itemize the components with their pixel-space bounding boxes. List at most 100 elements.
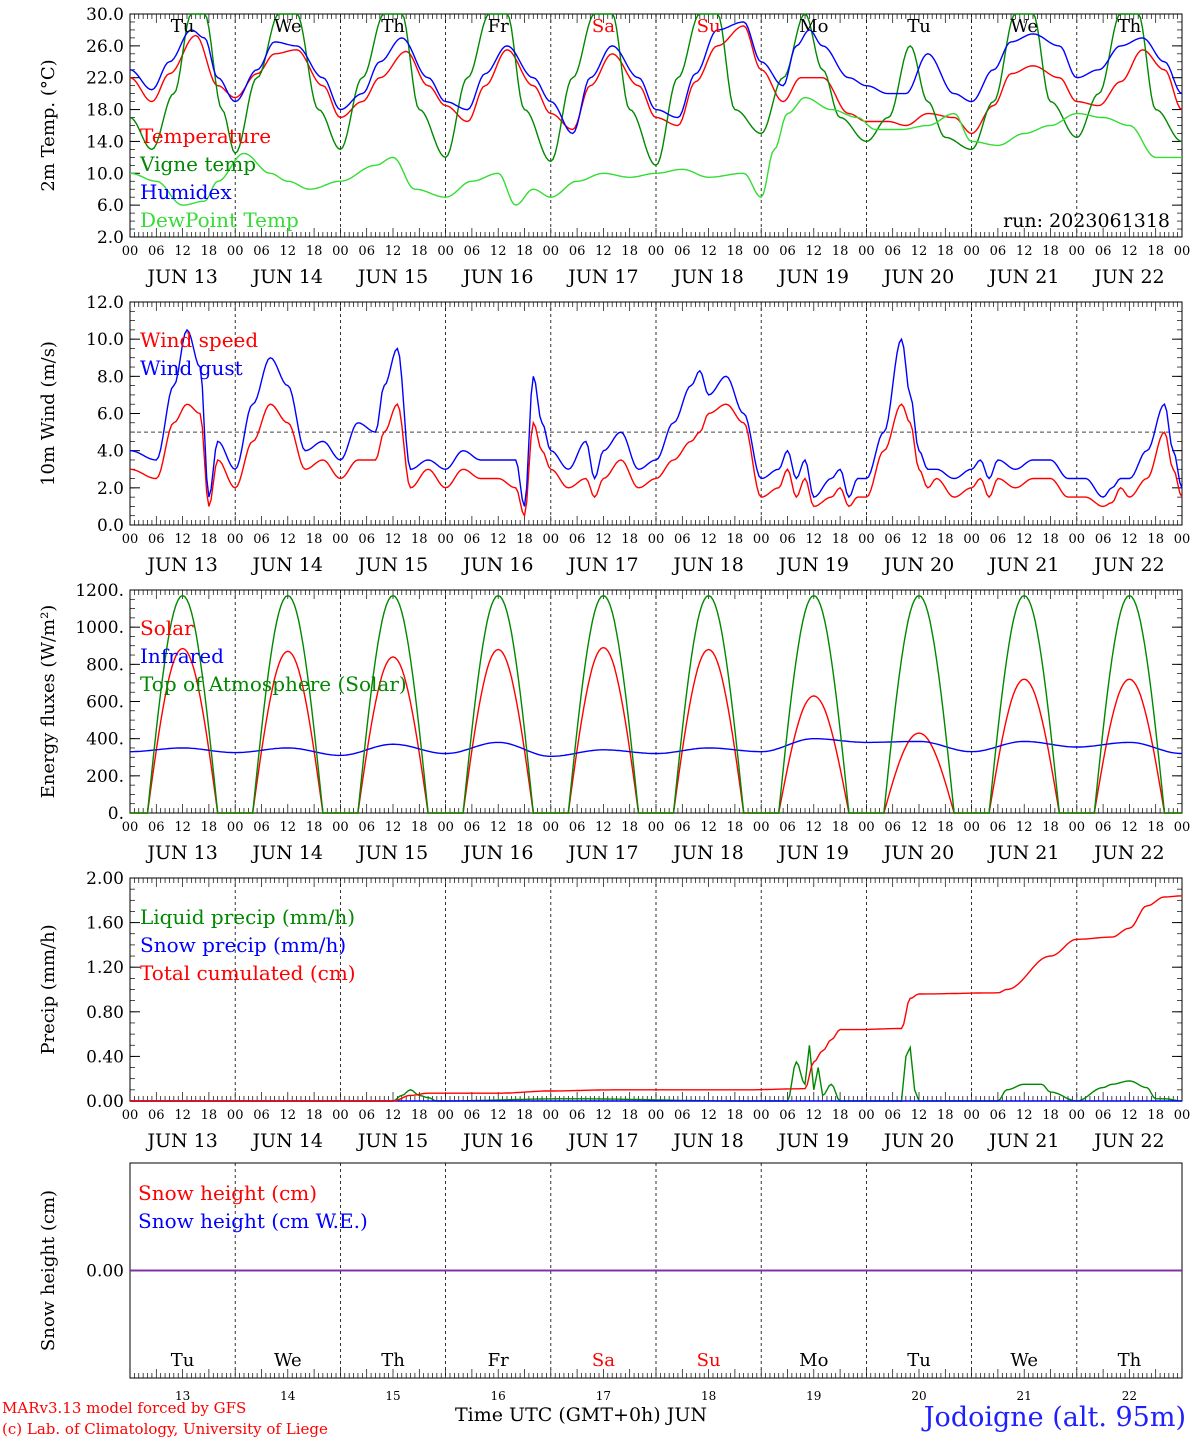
hour-tick-label: 00 — [437, 1108, 454, 1123]
hour-tick-label: 18 — [1042, 532, 1059, 547]
hour-tick-label: 12 — [595, 532, 612, 547]
weekday-label: Tu — [171, 16, 195, 37]
legend-entry: Snow height (cm) — [138, 1181, 317, 1205]
y-tick-label: 0.00 — [86, 1092, 124, 1112]
weekday-label: Sa — [592, 16, 615, 37]
hour-tick-label: 18 — [306, 820, 323, 835]
date-label: JUN 21 — [987, 842, 1059, 864]
hour-tick-label: 06 — [569, 820, 586, 835]
hour-tick-label: 06 — [464, 244, 481, 259]
hour-tick-label: 18 — [411, 532, 428, 547]
hour-tick-label: 06 — [569, 532, 586, 547]
day-number-label: 17 — [596, 1389, 611, 1403]
hour-tick-label: 06 — [884, 532, 901, 547]
hour-tick-label: 00 — [858, 820, 875, 835]
date-label: JUN 13 — [145, 266, 217, 288]
hour-tick-label: 00 — [963, 820, 980, 835]
y-tick-label: 26.0 — [86, 37, 124, 57]
weekday-label: We — [274, 16, 302, 37]
hour-tick-label: 18 — [411, 1108, 428, 1123]
y-tick-label: 2.0 — [97, 228, 124, 248]
legend-entry: Snow precip (mm/h) — [140, 933, 346, 957]
date-label: JUN 16 — [461, 1130, 533, 1152]
panel-precip: 0.00 0.40 0.80 1.20 1.60 2.00 Precip (mm/h) Liq… — [38, 869, 1190, 1152]
series-line-wind-gust — [129, 328, 1183, 507]
y-tick-label: 400. — [86, 730, 124, 750]
hour-tick-label: 18 — [306, 532, 323, 547]
date-label: JUN 18 — [671, 842, 743, 864]
y-tick-label: 10.0 — [86, 164, 124, 184]
day-number-label: 20 — [911, 1389, 926, 1403]
hour-tick-label: 12 — [1016, 1108, 1033, 1123]
hour-tick-label: 18 — [832, 244, 849, 259]
series-line-temperature — [129, 25, 1183, 135]
legend-entry: Vigne temp — [139, 152, 256, 176]
weekday-label: Fr — [488, 16, 509, 37]
hour-tick-label: 06 — [148, 820, 165, 835]
y-tick-label: 10.0 — [86, 330, 124, 350]
y-tick-label: 6.0 — [97, 405, 124, 425]
series-line-vigne-temp — [129, 13, 1183, 167]
hour-tick-label: 18 — [727, 532, 744, 547]
series-line-wind-speed — [129, 403, 1183, 518]
date-label: JUN 16 — [461, 266, 533, 288]
legend-entry: Infrared — [140, 644, 224, 668]
day-number-label: 14 — [280, 1389, 296, 1403]
date-label: JUN 19 — [777, 554, 849, 576]
date-label: JUN 19 — [777, 266, 849, 288]
hour-tick-label: 18 — [621, 1108, 638, 1123]
hour-tick-label: 06 — [884, 244, 901, 259]
y-tick-label: 22.0 — [86, 69, 124, 89]
date-label: JUN 18 — [671, 266, 743, 288]
hour-tick-label: 12 — [1016, 820, 1033, 835]
date-label: JUN 14 — [251, 842, 323, 864]
y-tick-label: 8.0 — [97, 367, 124, 387]
hour-tick-label: 12 — [700, 532, 717, 547]
hour-tick-label: 06 — [990, 1108, 1007, 1123]
hour-tick-label: 00 — [332, 1108, 349, 1123]
date-label: JUN 16 — [461, 554, 533, 576]
y-tick-label: 12.0 — [86, 293, 124, 313]
date-label: JUN 20 — [882, 842, 954, 864]
y-axis-label: Precip (mm/h) — [38, 924, 59, 1054]
hour-tick-label: 06 — [464, 820, 481, 835]
hour-tick-label: 18 — [516, 532, 533, 547]
hour-tick-label: 00 — [543, 1108, 560, 1123]
hour-tick-label: 00 — [963, 532, 980, 547]
y-tick-label: 30.0 — [86, 5, 124, 25]
legend-entry: Wind speed — [140, 328, 258, 352]
y-axis-label: 10m Wind (m/s) — [38, 341, 59, 486]
hour-tick-label: 06 — [779, 1108, 796, 1123]
hour-tick-label: 12 — [911, 1108, 928, 1123]
hour-tick-label: 12 — [174, 1108, 191, 1123]
weekday-label: Su — [697, 1350, 721, 1371]
date-label: JUN 13 — [145, 842, 217, 864]
panel-frame — [129, 13, 1183, 238]
weekday-label: Th — [381, 16, 405, 37]
hour-tick-label: 12 — [490, 532, 507, 547]
lab-credit: (c) Lab. of Climatology, University of L… — [2, 1420, 328, 1438]
hour-tick-label: 06 — [148, 532, 165, 547]
weekday-label: Sa — [592, 1350, 615, 1371]
hour-tick-label: 06 — [884, 820, 901, 835]
hour-tick-label: 00 — [1174, 1108, 1191, 1123]
hour-tick-label: 12 — [595, 1108, 612, 1123]
y-axis-label: Energy fluxes (W/m²) — [38, 605, 59, 799]
hour-tick-label: 12 — [174, 244, 191, 259]
hour-tick-label: 00 — [1069, 532, 1086, 547]
date-label: JUN 21 — [987, 554, 1059, 576]
date-label: JUN 13 — [145, 1130, 217, 1152]
time-axis-caption: Time UTC (GMT+0h) JUN — [455, 1404, 707, 1426]
y-axis-label: 2m Temp. (°C) — [38, 59, 59, 191]
hour-tick-label: 18 — [516, 820, 533, 835]
hour-tick-label: 18 — [411, 820, 428, 835]
legend-entry: Temperature — [140, 124, 271, 148]
date-label: JUN 17 — [566, 554, 638, 576]
hour-tick-label: 18 — [1042, 1108, 1059, 1123]
hour-tick-label: 00 — [858, 1108, 875, 1123]
date-label: JUN 20 — [882, 266, 954, 288]
hour-tick-label: 00 — [858, 244, 875, 259]
hour-tick-label: 18 — [1147, 820, 1164, 835]
hour-tick-label: 12 — [700, 244, 717, 259]
date-label: JUN 20 — [882, 554, 954, 576]
